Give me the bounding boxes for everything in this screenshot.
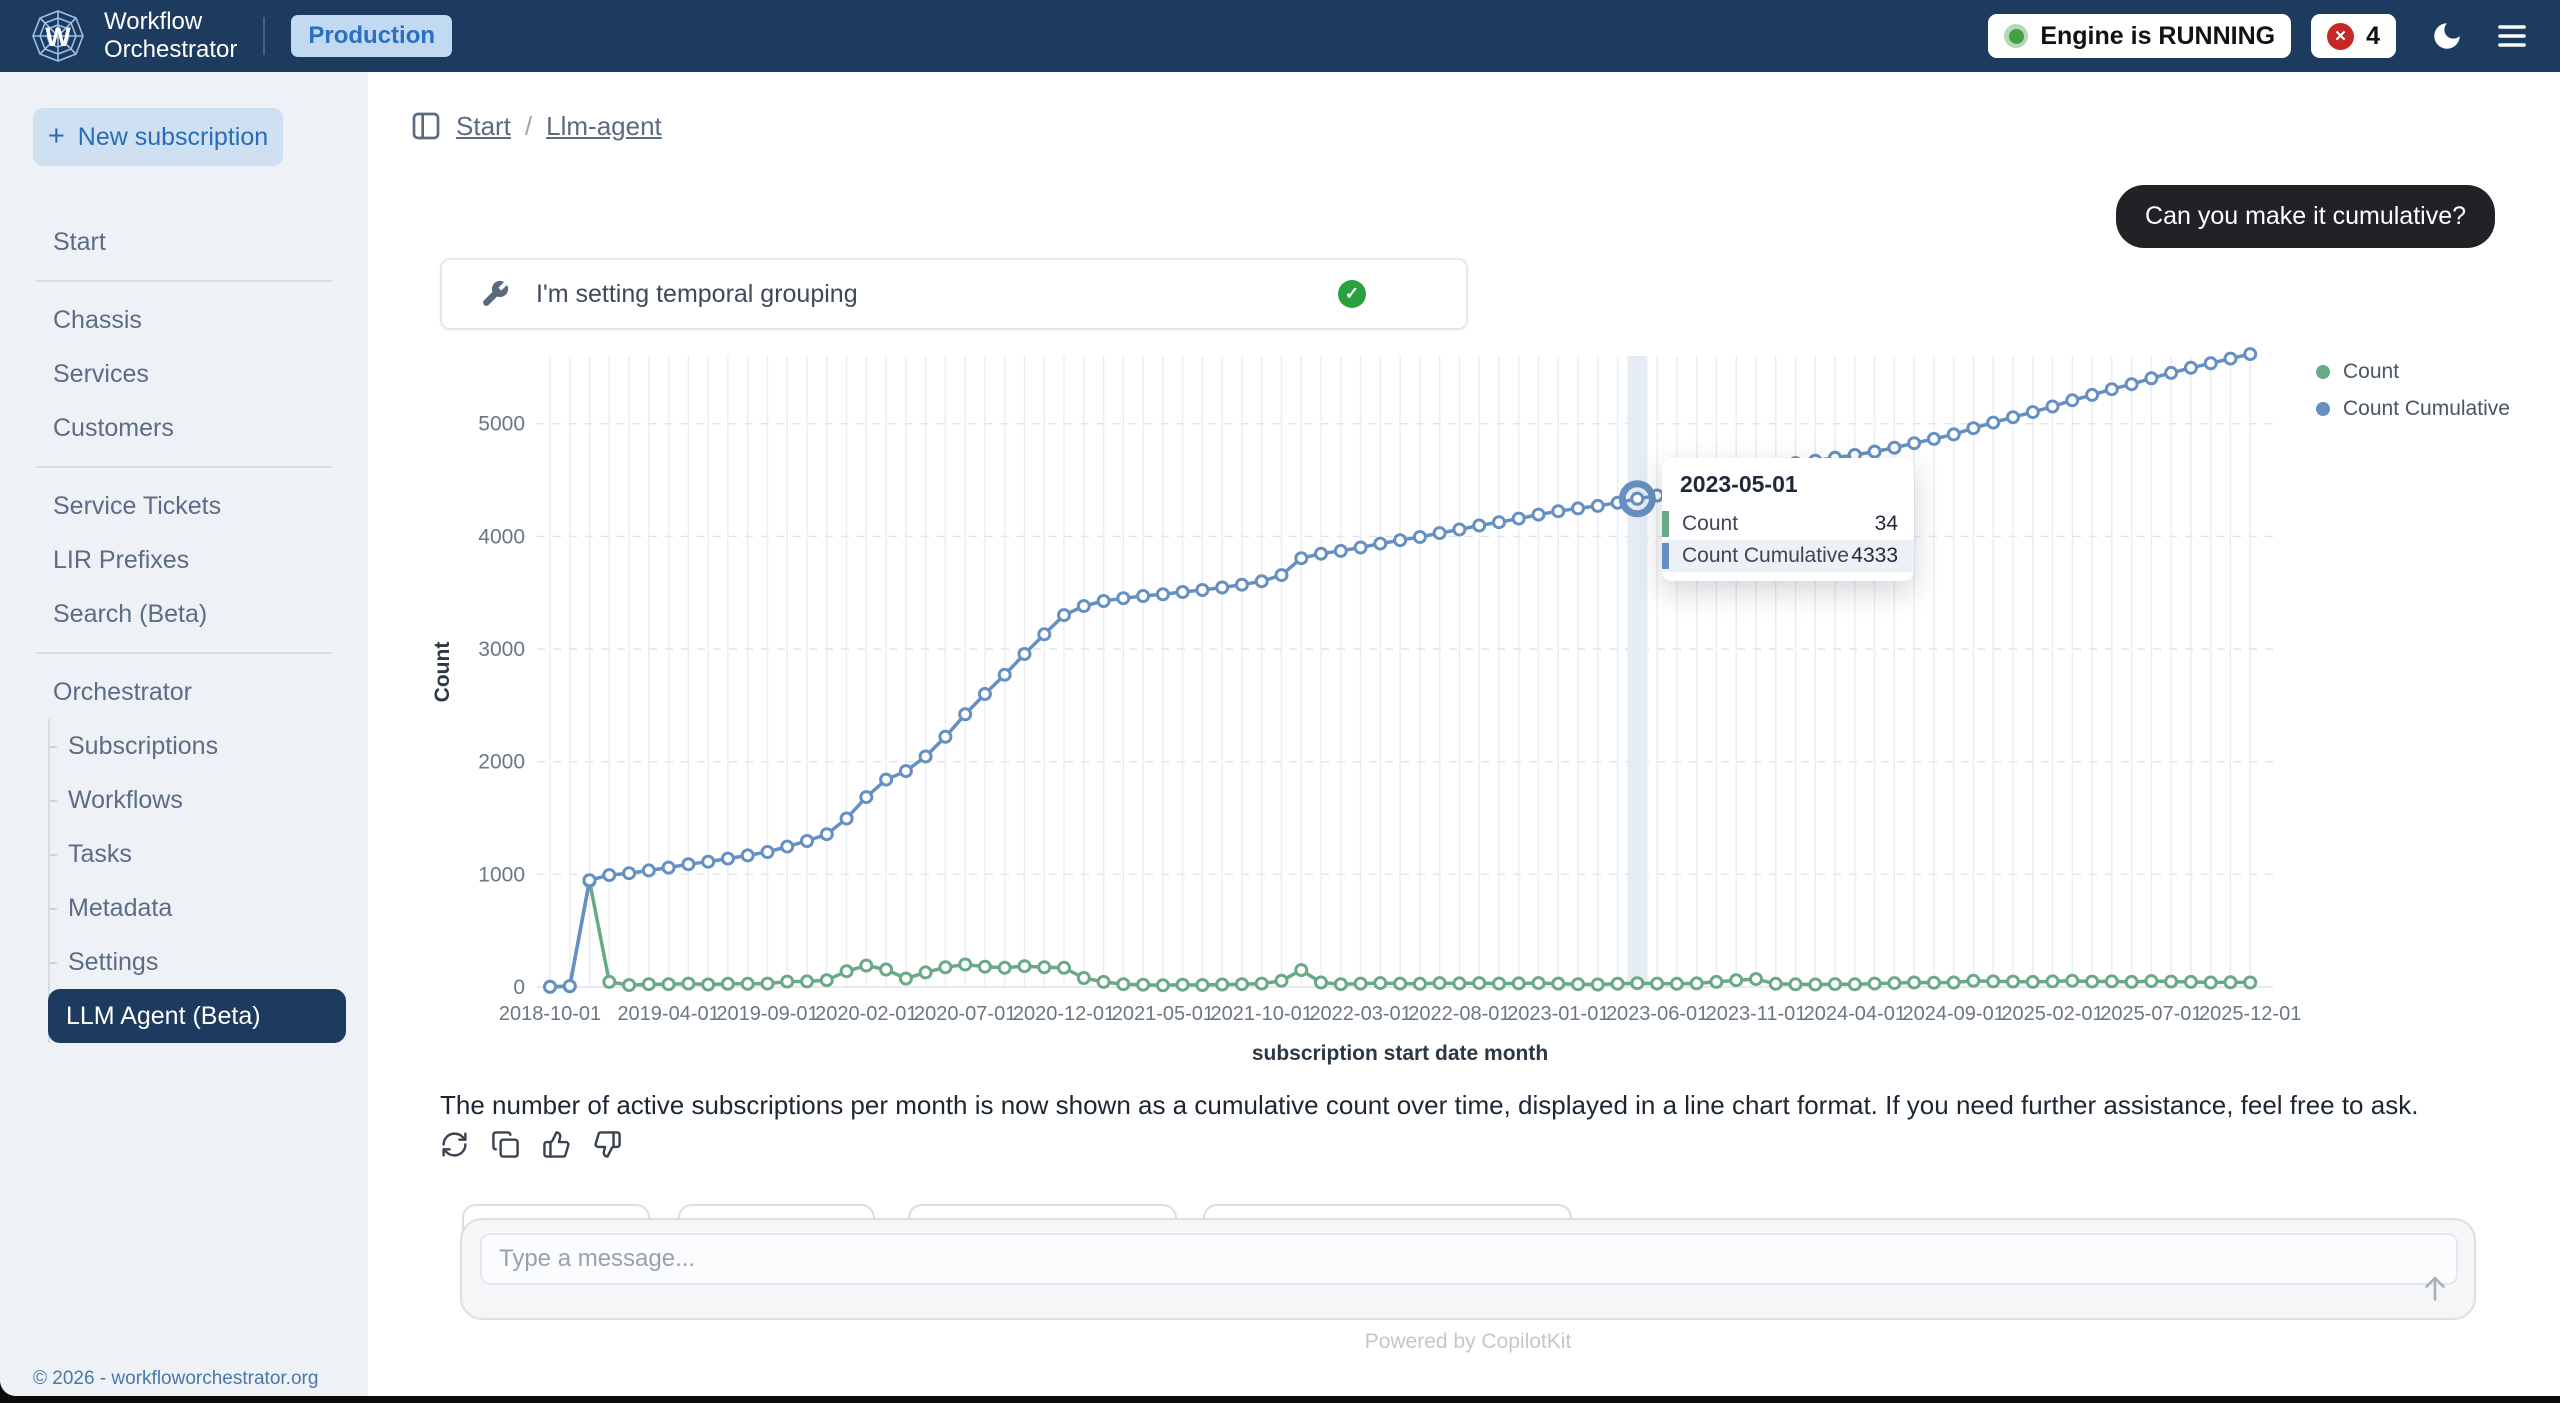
environment-badge: Production xyxy=(291,15,453,57)
sidebar-footer-link[interactable]: © 2026 - workfloworchestrator.org xyxy=(33,1368,319,1389)
powered-by-label: Powered by CopilotKit xyxy=(1364,1330,1572,1353)
app-title: Workflow Orchestrator xyxy=(104,7,238,63)
sidebar-item-orchestrator[interactable]: Orchestrator xyxy=(53,677,192,706)
theme-toggle-moon-icon[interactable] xyxy=(2430,19,2464,53)
main-content: Start / Llm-agent Can you make it cumula… xyxy=(368,72,2560,1389)
svg-text:2023-01-01: 2023-01-01 xyxy=(1507,1003,1609,1025)
svg-text:2019-09-01: 2019-09-01 xyxy=(716,1003,818,1025)
svg-text:2023-11-01: 2023-11-01 xyxy=(1706,1003,1807,1025)
tool-call-card: I'm setting temporal grouping ✓ xyxy=(440,258,1468,330)
engine-status-pill[interactable]: Engine is RUNNING xyxy=(1988,14,2292,58)
line-chart[interactable]: 0 1000 2000 3000 4000 5000 2018-10-01 2019-04-0… xyxy=(425,342,2305,1070)
svg-text:2022-03-01: 2022-03-01 xyxy=(1309,1003,1411,1025)
svg-text:3000: 3000 xyxy=(478,638,525,661)
sidebar-item-customers[interactable]: Customers xyxy=(53,413,174,442)
svg-text:subscription start date month: subscription start date month xyxy=(1252,1042,1548,1065)
svg-text:2025-02-01: 2025-02-01 xyxy=(2001,1003,2103,1025)
sidebar-subgroup: Subscriptions Workflows Tasks Metadata Setti… xyxy=(48,719,368,1043)
top-navbar: W Workflow Orchestrator Production Engin… xyxy=(0,0,2560,72)
tooltip-date: 2023-05-01 xyxy=(1680,471,1798,497)
panel-left-toggle-icon[interactable] xyxy=(410,110,442,142)
sidebar-item-llm-agent-beta-[interactable]: LLM Agent (Beta) xyxy=(48,989,346,1043)
sidebar-item-subscriptions[interactable]: Subscriptions xyxy=(49,719,368,773)
svg-text:4000: 4000 xyxy=(478,525,525,548)
tool-call-label: I'm setting temporal grouping xyxy=(536,279,858,308)
svg-text:2023-06-01: 2023-06-01 xyxy=(1606,1003,1708,1025)
sidebar-divider xyxy=(36,280,332,282)
breadcrumb: Start / Llm-agent xyxy=(410,110,662,142)
chat-composer xyxy=(460,1218,2476,1320)
wrench-icon xyxy=(483,280,509,306)
chart-legend: Count Count Cumulative xyxy=(2316,360,2510,421)
sidebar-item-services[interactable]: Services xyxy=(53,359,149,388)
check-circle-icon: ✓ xyxy=(1338,280,1366,308)
svg-text:1000: 1000 xyxy=(478,863,525,886)
svg-text:2020-02-01: 2020-02-01 xyxy=(815,1003,917,1025)
sidebar-divider xyxy=(36,652,332,654)
sidebar-item-lir-prefixes[interactable]: LIR Prefixes xyxy=(53,545,190,574)
svg-text:2020-07-01: 2020-07-01 xyxy=(914,1003,1016,1025)
chart-tooltip: 2023-05-01 Count 34 Count Cumulative 4333 xyxy=(1662,458,1914,581)
sidebar-item-settings[interactable]: Settings xyxy=(49,935,368,989)
thumbs-down-icon[interactable] xyxy=(593,1130,622,1159)
sidebar-item-tasks[interactable]: Tasks xyxy=(49,827,368,881)
svg-text:2018-10-01: 2018-10-01 xyxy=(499,1003,601,1025)
sidebar-item-chassis[interactable]: Chassis xyxy=(53,305,142,334)
plus-icon: + xyxy=(47,119,65,152)
thumbs-up-icon[interactable] xyxy=(542,1130,571,1159)
legend-dot xyxy=(2316,402,2330,416)
sidebar-item-metadata[interactable]: Metadata xyxy=(49,881,368,935)
error-x-icon: ✕ xyxy=(2327,22,2355,50)
svg-text:2024-04-01: 2024-04-01 xyxy=(1804,1003,1906,1025)
sidebar: + New subscription Start Chassis Services C… xyxy=(0,72,368,1396)
breadcrumb-separator: / xyxy=(524,110,533,141)
breadcrumb-link-start[interactable]: Start xyxy=(456,110,511,141)
svg-text:2021-05-01: 2021-05-01 xyxy=(1112,1003,1214,1025)
svg-text:5000: 5000 xyxy=(478,413,525,436)
breadcrumb-link-llm-agent[interactable]: Llm-agent xyxy=(546,110,662,141)
svg-text:2000: 2000 xyxy=(478,751,525,774)
legend-item-count[interactable]: Count xyxy=(2316,360,2510,384)
sidebar-item-service-tickets[interactable]: Service Tickets xyxy=(53,491,222,520)
svg-text:2025-07-01: 2025-07-01 xyxy=(2100,1003,2202,1025)
svg-text:Count: Count xyxy=(431,642,454,703)
copy-icon[interactable] xyxy=(491,1130,520,1159)
brand[interactable]: W Workflow Orchestrator xyxy=(30,8,237,65)
tooltip-row: Count Cumulative 4333 xyxy=(1662,540,1914,572)
svg-text:2024-09-01: 2024-09-01 xyxy=(1903,1003,2005,1025)
sidebar-item-start[interactable]: Start xyxy=(53,227,106,256)
svg-text:W: W xyxy=(45,22,71,52)
legend-label: Count xyxy=(2343,360,2400,383)
legend-label: Count Cumulative xyxy=(2343,397,2510,420)
tooltip-row: Count 34 xyxy=(1662,508,1914,540)
svg-text:0: 0 xyxy=(513,976,525,999)
message-actions xyxy=(440,1130,622,1159)
legend-dot xyxy=(2316,365,2330,379)
svg-text:2022-08-01: 2022-08-01 xyxy=(1408,1003,1510,1025)
assistant-message: The number of active subscriptions per m… xyxy=(440,1090,2419,1120)
new-subscription-button[interactable]: + New subscription xyxy=(33,108,283,166)
sidebar-item-search-beta-[interactable]: Search (Beta) xyxy=(53,599,208,628)
svg-text:2021-10-01: 2021-10-01 xyxy=(1211,1003,1313,1025)
user-chat-bubble: Can you make it cumulative? xyxy=(2116,185,2495,248)
svg-text:2020-12-01: 2020-12-01 xyxy=(1013,1003,1115,1025)
svg-text:2019-04-01: 2019-04-01 xyxy=(617,1003,719,1025)
send-arrow-icon xyxy=(2425,1276,2445,1301)
regenerate-icon[interactable] xyxy=(440,1130,469,1159)
sidebar-item-workflows[interactable]: Workflows xyxy=(49,773,368,827)
navbar-divider xyxy=(263,17,266,55)
hamburger-menu-icon[interactable] xyxy=(2494,18,2530,54)
message-input[interactable] xyxy=(480,1233,2458,1285)
sidebar-divider xyxy=(36,466,332,468)
legend-item-count-cumulative[interactable]: Count Cumulative xyxy=(2316,397,2510,421)
svg-text:2025-12-01: 2025-12-01 xyxy=(2199,1003,2301,1025)
sidebar-nav: Start Chassis Services Customers Service Tic… xyxy=(0,215,368,1043)
spiderweb-logo-icon: W xyxy=(32,10,84,62)
engine-running-dot xyxy=(2004,24,2029,48)
send-button[interactable] xyxy=(2418,1271,2452,1308)
failed-tasks-badge[interactable]: ✕ 4 xyxy=(2311,14,2396,58)
